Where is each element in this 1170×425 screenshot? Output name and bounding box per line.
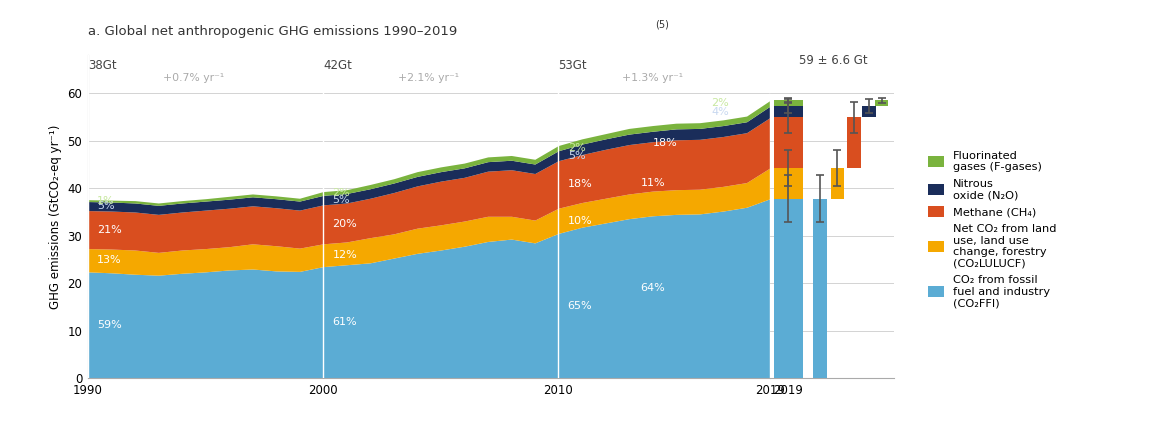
Bar bbox=[775, 117, 803, 168]
Text: 2%: 2% bbox=[567, 143, 585, 153]
Text: (5): (5) bbox=[655, 19, 669, 29]
Bar bbox=[831, 168, 845, 199]
Text: 5%: 5% bbox=[97, 201, 115, 211]
Text: 1%: 1% bbox=[97, 196, 115, 206]
Legend: Fluorinated
gases (F-gases), Nitrous
oxide (N₂O), Methane (CH₄), Net CO₂ from la: Fluorinated gases (F-gases), Nitrous oxi… bbox=[928, 151, 1057, 308]
Bar bbox=[775, 100, 803, 106]
Text: 11%: 11% bbox=[641, 178, 666, 188]
Text: a. Global net anthropogenic GHG emissions 1990–2019: a. Global net anthropogenic GHG emission… bbox=[88, 26, 457, 39]
Text: 64%: 64% bbox=[641, 283, 666, 294]
Text: 38Gt: 38Gt bbox=[88, 59, 116, 72]
Text: 61%: 61% bbox=[332, 317, 357, 327]
Text: 12%: 12% bbox=[332, 250, 357, 260]
Text: 5%: 5% bbox=[332, 195, 350, 205]
Text: +2.1% yr⁻¹: +2.1% yr⁻¹ bbox=[399, 73, 460, 83]
Bar bbox=[847, 117, 861, 168]
Text: 53Gt: 53Gt bbox=[558, 59, 587, 72]
Text: 2%: 2% bbox=[332, 188, 350, 198]
Bar bbox=[875, 100, 888, 106]
Text: 5%: 5% bbox=[567, 151, 585, 161]
Text: 42Gt: 42Gt bbox=[323, 59, 352, 72]
Text: 21%: 21% bbox=[97, 224, 122, 235]
Text: +1.3% yr⁻¹: +1.3% yr⁻¹ bbox=[622, 73, 683, 83]
Text: 59Gt: 59Gt bbox=[770, 59, 799, 72]
Text: 18%: 18% bbox=[653, 138, 677, 147]
Text: 10%: 10% bbox=[567, 216, 592, 226]
Text: 4%: 4% bbox=[711, 107, 729, 117]
Bar bbox=[775, 106, 803, 117]
Bar bbox=[775, 199, 803, 378]
Y-axis label: GHG emissions (GtCO₂-eq yr⁻¹): GHG emissions (GtCO₂-eq yr⁻¹) bbox=[49, 125, 62, 309]
Text: 20%: 20% bbox=[332, 219, 357, 230]
Text: +0.7% yr⁻¹: +0.7% yr⁻¹ bbox=[163, 73, 225, 83]
Text: 13%: 13% bbox=[97, 255, 122, 265]
Bar bbox=[775, 168, 803, 199]
Text: 18%: 18% bbox=[567, 179, 592, 190]
Bar bbox=[813, 199, 827, 378]
Text: 2%: 2% bbox=[711, 98, 729, 108]
Text: 59%: 59% bbox=[97, 320, 122, 330]
Text: 59 ± 6.6 Gt: 59 ± 6.6 Gt bbox=[799, 54, 867, 67]
Bar bbox=[862, 106, 876, 117]
Text: 65%: 65% bbox=[567, 301, 592, 311]
